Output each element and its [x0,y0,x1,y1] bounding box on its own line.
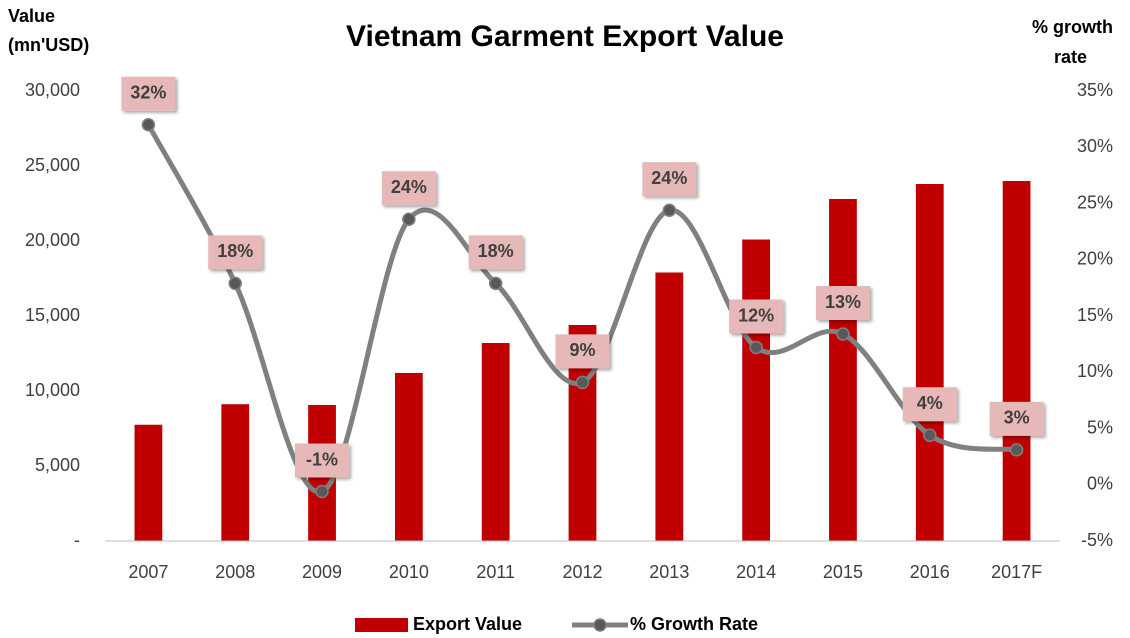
x-tick-label: 2015 [823,562,863,582]
y-axis-title: Value [8,6,55,26]
legend-swatch [355,618,408,632]
x-tick-label: 2010 [389,562,429,582]
data-label: 13% [825,292,861,312]
legend-label: Export Value [413,614,522,634]
data-label-box [555,334,610,369]
data-label-box [468,235,523,270]
data-label-box [989,401,1044,436]
data-label-box [295,443,350,478]
data-label: 18% [478,241,514,261]
data-label-box [121,76,176,111]
y2-tick-label: -5% [1081,530,1113,550]
data-label: 18% [217,241,253,261]
data-label: 24% [391,177,427,197]
marker [662,203,677,217]
marker [402,212,416,226]
data-label: 12% [738,305,774,325]
bar [742,239,771,541]
y2-axis-title: rate [1054,47,1087,67]
bar [1002,181,1031,541]
y2-tick-label: 25% [1077,192,1113,212]
marker [836,327,850,341]
bar [134,424,163,541]
data-label: 32% [130,83,166,103]
x-tick-label: 2007 [128,562,168,582]
marker [1009,443,1024,457]
y-tick-label: 25,000 [25,155,80,175]
x-tick-label: 2017F [991,562,1042,582]
marker [575,375,590,390]
y-tick-label: 10,000 [25,380,80,400]
data-label: 24% [651,168,687,188]
marker [488,276,503,291]
data-label: 3% [1004,408,1030,428]
marker [141,118,156,132]
y2-tick-label: 15% [1077,305,1113,325]
bar [655,272,684,541]
x-tick-label: 2016 [910,562,950,582]
y2-tick-label: 20% [1077,249,1113,269]
bar [481,343,510,541]
y2-tick-label: 30% [1077,136,1113,156]
data-label-box [642,162,697,197]
bar [829,199,857,541]
marker [228,276,242,291]
y-tick-label: 15,000 [25,305,80,325]
y2-tick-label: 5% [1087,417,1113,437]
y-tick-label: 20,000 [25,230,80,250]
bar [394,373,423,541]
legend-swatch [593,618,607,632]
y2-tick-label: 35% [1077,80,1113,100]
y2-tick-label: 0% [1087,474,1113,494]
bar [915,184,944,541]
x-tick-label: 2008 [215,562,255,582]
data-label: 9% [569,340,595,360]
x-tick-label: 2012 [562,562,602,582]
data-label-box [815,286,870,320]
data-label: 4% [917,393,943,413]
x-tick-label: 2013 [649,562,689,582]
data-label: -1% [306,449,338,469]
y2-tick-label: 10% [1077,361,1113,381]
x-tick-label: 2009 [302,562,342,582]
marker [315,484,329,499]
y2-axis-title: % growth [1032,17,1113,37]
data-label-box [729,299,784,334]
y-tick-label: - [74,530,80,550]
data-label-box [902,387,957,422]
marker [923,428,937,442]
legend-label: % Growth Rate [630,614,758,634]
y-tick-label: 5,000 [35,455,80,475]
marker [749,340,763,355]
x-tick-label: 2011 [476,562,515,582]
data-label-box [208,235,263,270]
y-axis-title: (mn'USD) [8,35,89,55]
bar [221,404,250,541]
chart-title: Vietnam Garment Export Value [346,20,784,53]
x-tick-label: 2014 [736,562,776,582]
data-label-box [381,171,436,206]
y-tick-label: 30,000 [25,80,80,100]
